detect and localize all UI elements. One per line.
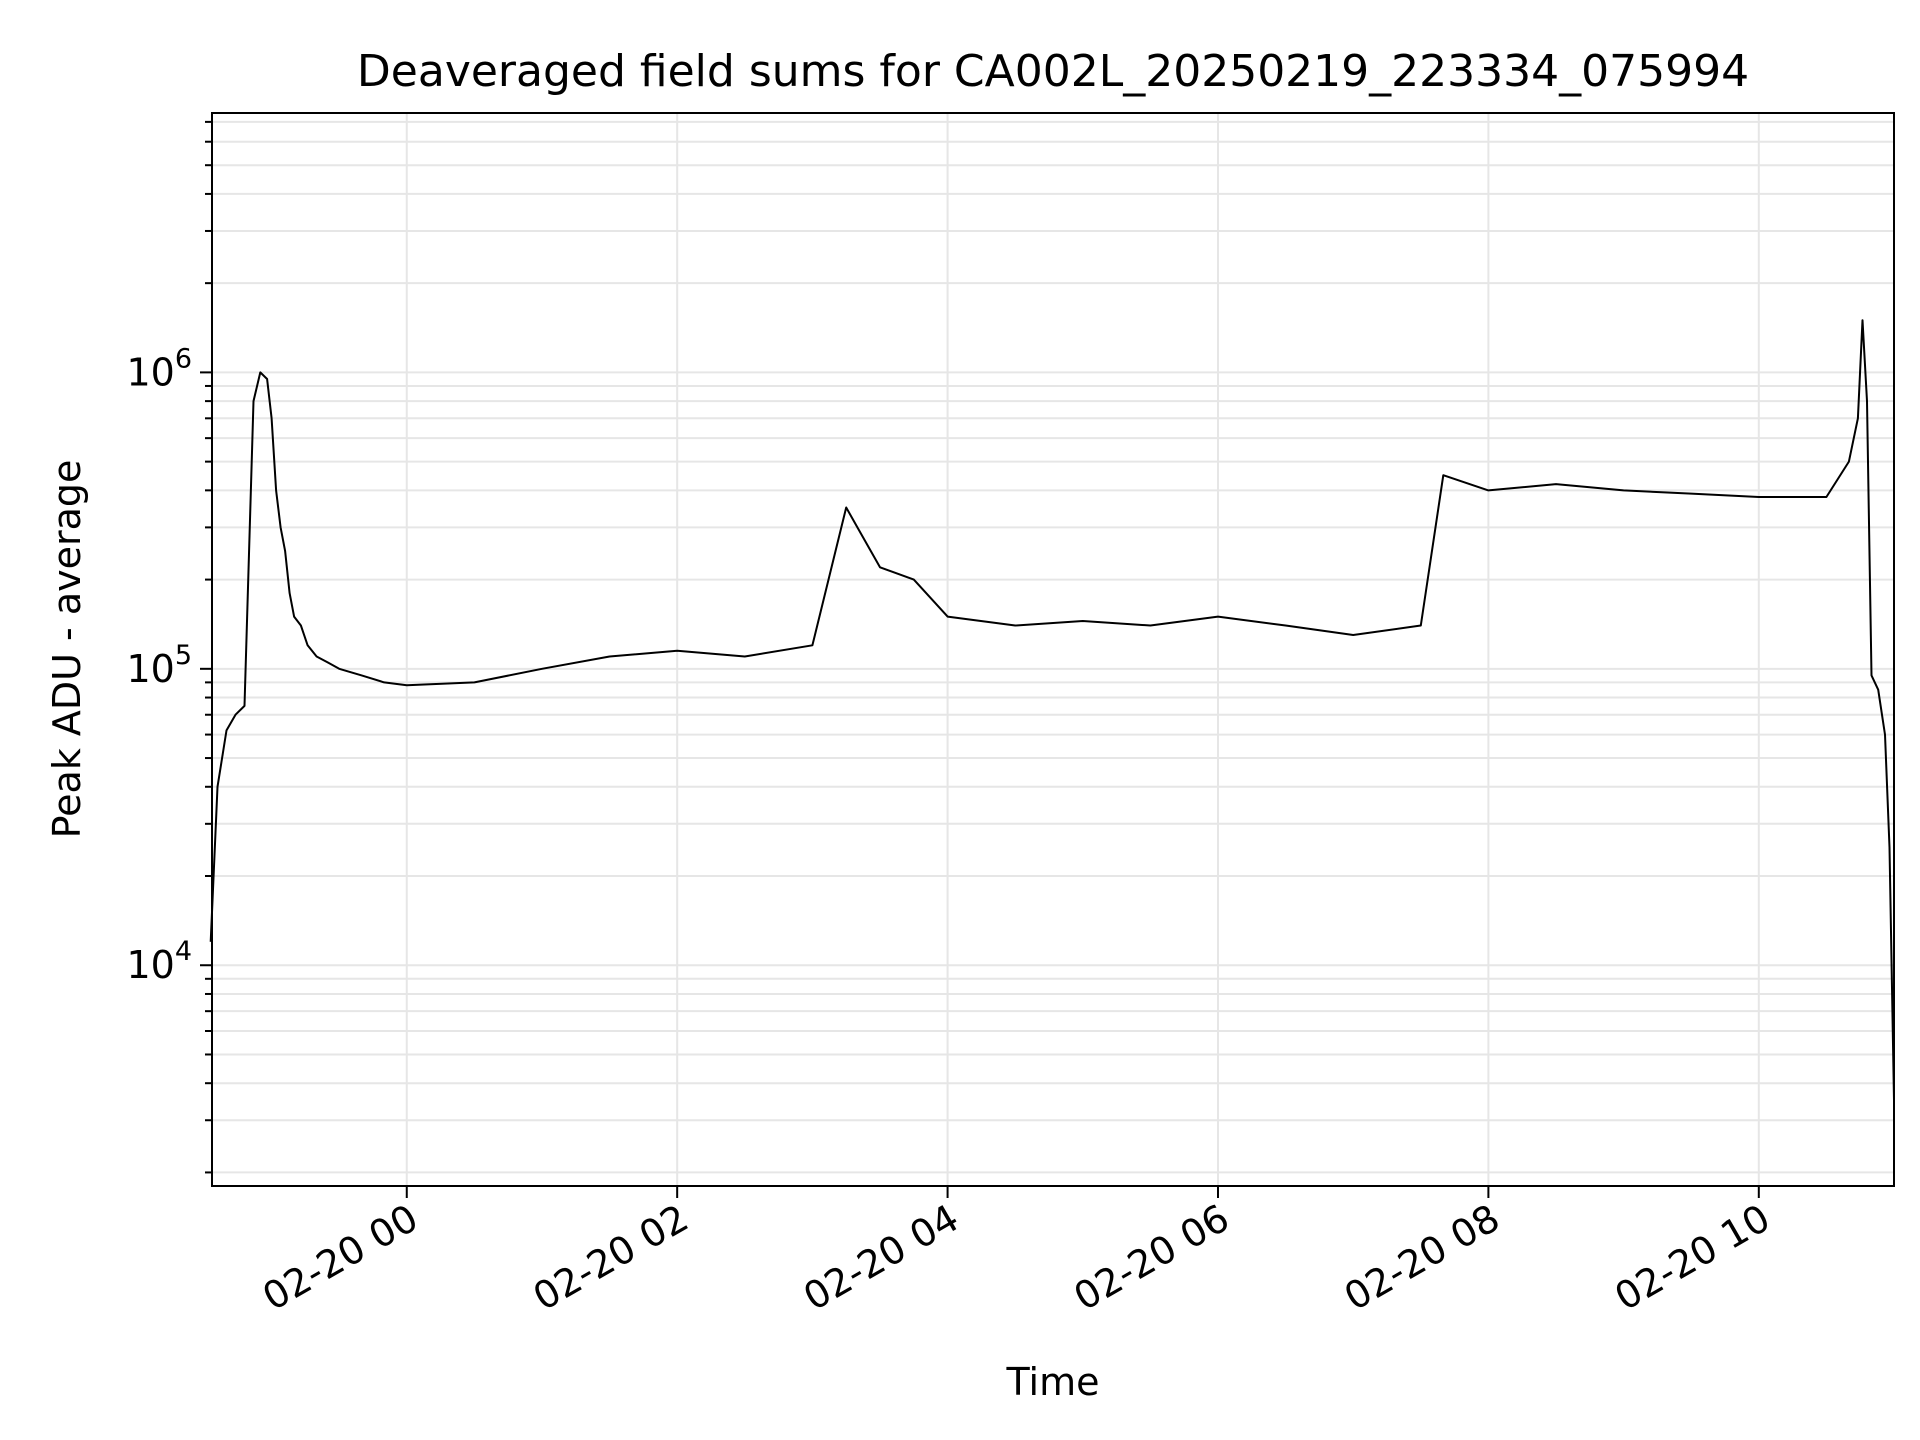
x-tick-label: 02-20 10: [1607, 1196, 1777, 1320]
grid: [212, 113, 1894, 1186]
x-axis-label: Time: [1006, 1360, 1100, 1404]
x-tick-label: 02-20 04: [796, 1196, 966, 1320]
y-axis-label: Peak ADU - average: [45, 460, 89, 839]
y-tick-label: 104: [126, 936, 192, 987]
chart-title: Deaveraged field sums for CA002L_2025021…: [357, 46, 1749, 97]
x-tick-label: 02-20 02: [526, 1196, 696, 1320]
data-series-line: [209, 319, 1895, 1101]
y-tick-label: 106: [126, 343, 192, 394]
data-layer: [209, 319, 1895, 1101]
axis-ticks: [200, 120, 1760, 1198]
y-tick-label: 105: [126, 640, 192, 691]
x-tick-label: 02-20 00: [255, 1196, 425, 1320]
x-tick-label: 02-20 06: [1067, 1196, 1237, 1320]
x-tick-label: 02-20 08: [1337, 1196, 1507, 1320]
plot-frame: [211, 112, 1895, 1187]
